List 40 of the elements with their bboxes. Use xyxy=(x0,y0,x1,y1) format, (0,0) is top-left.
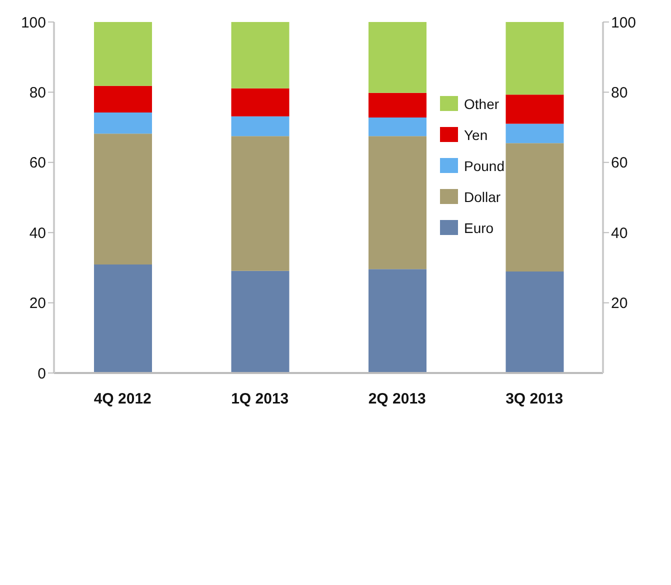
bar xyxy=(94,264,152,373)
y-tick-label: 20 xyxy=(29,295,46,312)
legend-label: Dollar xyxy=(464,188,501,204)
x-tick-label: 4Q 2012 xyxy=(94,390,152,408)
bar xyxy=(368,269,426,373)
y-tick-label: 40 xyxy=(29,224,46,242)
bar xyxy=(368,136,426,270)
bar xyxy=(94,22,152,86)
bar xyxy=(368,117,426,136)
bar xyxy=(231,136,290,271)
bar xyxy=(231,22,290,88)
y2-tick-label: 80 xyxy=(611,84,628,102)
x-tick-label: 2Q 2013 xyxy=(368,390,426,408)
bar xyxy=(506,124,564,144)
bar xyxy=(231,88,290,116)
legend-label: Euro xyxy=(464,220,494,236)
x-tick-label: 3Q 2013 xyxy=(506,390,564,408)
y2-tick-label: 20 xyxy=(611,295,628,312)
legend-label: Yen xyxy=(464,126,488,142)
bar xyxy=(368,92,426,118)
bar xyxy=(231,270,290,373)
bar xyxy=(94,112,152,134)
bar xyxy=(368,22,426,93)
bar xyxy=(94,134,152,265)
legend-label: Other xyxy=(464,96,500,112)
y-tick-label: 60 xyxy=(29,154,46,172)
bar xyxy=(506,94,564,124)
bar xyxy=(506,272,564,373)
x-tick-label: 1Q 2013 xyxy=(231,390,289,408)
y-tick-label: 0 xyxy=(38,365,46,382)
bar xyxy=(94,86,152,113)
y2-tick-label: 100 xyxy=(611,14,636,32)
bar xyxy=(506,22,564,95)
y2-tick-label: 60 xyxy=(611,154,628,172)
bar xyxy=(506,143,564,272)
y-tick-label: 80 xyxy=(29,84,46,102)
legend-label: Pound xyxy=(464,158,504,174)
y2-tick-label: 40 xyxy=(611,224,628,242)
bar xyxy=(231,116,290,136)
y-tick-label: 100 xyxy=(20,14,46,32)
